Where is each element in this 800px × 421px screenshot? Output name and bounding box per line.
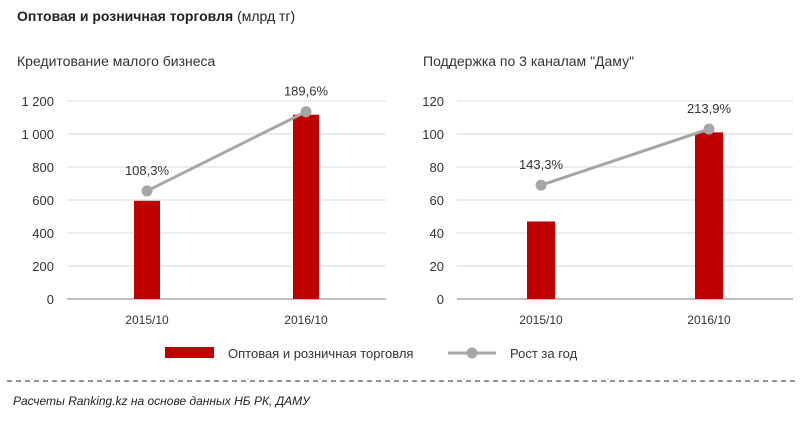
y-tick-label: 1 000 [21,127,54,142]
subplot-title: Поддержка по 3 каналам "Даму" [423,53,634,69]
y-tick-label: 200 [32,259,54,274]
y-tick-label: 400 [32,226,54,241]
data-label: 189,6% [284,84,329,99]
y-tick-label: 40 [430,226,444,241]
y-tick-label: 100 [422,127,444,142]
title-text: Оптовая и розничная торговля [17,8,234,24]
y-tick-label: 800 [32,160,54,175]
x-tick-label: 2015/10 [125,313,169,327]
legend-line-marker [466,347,478,359]
legend-bar-swatch [165,347,214,358]
growth-line [540,127,710,187]
subplot-title: Кредитование малого бизнеса [17,53,216,69]
y-tick-label: 60 [430,193,444,208]
y-tick-label: 0 [47,292,54,307]
growth-point [703,123,715,135]
title-unit: (млрд тг) [237,8,296,24]
source-note: Расчеты Ranking.kz на основе данных НБ Р… [13,394,310,408]
growth-point [535,179,547,191]
y-tick-label: 80 [430,160,444,175]
x-tick-label: 2015/10 [519,313,563,327]
bar-2016-10 [293,114,319,299]
figure-title: Оптовая и розничная торговля (млрд тг) [17,8,295,24]
y-tick-label: 120 [422,94,444,109]
data-label: 143,3% [519,157,564,172]
y-tick-label: 20 [430,259,444,274]
bar-2015-10 [527,221,555,299]
y-tick-label: 1 200 [21,94,54,109]
growth-point [300,106,312,118]
growth-line [146,110,307,193]
y-tick-label: 600 [32,193,54,208]
x-tick-label: 2016/10 [687,313,731,327]
data-label: 213,9% [687,101,732,116]
data-label: 108,3% [125,163,170,178]
y-tick-label: 0 [437,292,444,307]
bar-2016-10 [695,132,723,299]
x-tick-label: 2016/10 [284,313,328,327]
legend-bar-label: Оптовая и розничная торговля [228,346,413,361]
growth-point [141,185,153,197]
bar-2015-10 [134,200,160,299]
legend-line-label: Рост за год [510,346,578,361]
